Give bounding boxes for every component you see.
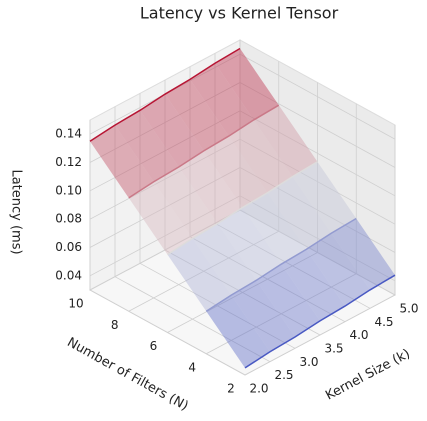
- surface-cell: [231, 280, 295, 352]
- grid-line: [89, 138, 241, 220]
- grid-line: [239, 167, 396, 253]
- surface-cell: [165, 79, 229, 151]
- surface-cell: [167, 238, 232, 312]
- surface-line: [244, 274, 396, 369]
- surface-cell: [153, 167, 218, 239]
- surface-line: [205, 217, 357, 312]
- surface-cell: [217, 207, 282, 281]
- x-tick-label: 2.0: [249, 382, 268, 396]
- chart-title: Latency vs Kernel Tensor: [140, 4, 339, 23]
- grid-line: [89, 82, 241, 163]
- grid-line: [239, 138, 396, 225]
- x-tick-label: 3.0: [299, 355, 318, 369]
- surface-cell: [228, 119, 293, 193]
- surface-line: [89, 47, 241, 142]
- z-tick-label: 0.14: [55, 127, 82, 141]
- surface-cell: [178, 150, 243, 224]
- surface-cell: [190, 63, 254, 137]
- surface-line: [128, 104, 280, 199]
- surface-cell: [215, 48, 279, 120]
- x-tick-label: 4.5: [374, 315, 393, 329]
- z-tick-label: 0.04: [55, 268, 82, 282]
- y-tick-label: 2: [227, 382, 235, 396]
- grid-line: [89, 167, 241, 248]
- surface-cell: [331, 218, 395, 290]
- x-tick-label: 3.5: [324, 342, 343, 356]
- z-tick-label: 0.06: [55, 240, 82, 254]
- surface-cell: [281, 249, 345, 321]
- y-axis-label: Number of Filters (N): [64, 335, 190, 414]
- grid-line: [239, 53, 396, 140]
- surface-cell: [90, 125, 154, 198]
- surface-cell: [242, 192, 307, 265]
- surface-cell: [256, 264, 320, 337]
- x-tick-label: 2.5: [274, 368, 293, 382]
- surface-cell: [192, 223, 257, 296]
- z-tick-label: 0.10: [55, 183, 82, 197]
- grid-line: [239, 82, 396, 168]
- surface-cell: [128, 181, 193, 255]
- surface-cell: [115, 110, 179, 182]
- y-tick-label: 8: [111, 318, 119, 332]
- grid-line: [167, 252, 318, 333]
- surface-cell: [253, 105, 318, 177]
- x-tick-label: 4.0: [349, 328, 368, 342]
- surface-cell: [292, 161, 357, 234]
- x-tick-label: 5.0: [399, 302, 418, 316]
- surface-cell: [306, 233, 370, 307]
- surface-line: [167, 161, 318, 256]
- y-tick-label: 4: [188, 360, 196, 374]
- surface-cell: [206, 295, 270, 368]
- grid-line: [206, 273, 357, 355]
- grid-line: [89, 110, 241, 192]
- grid-line: [89, 195, 241, 277]
- grid-line: [89, 209, 241, 291]
- z-axis-label: Latency (ms): [9, 169, 24, 254]
- grid-line: [128, 230, 279, 312]
- surface-cell: [203, 136, 268, 208]
- grid-line: [244, 294, 396, 376]
- z-tick-label: 0.08: [55, 212, 82, 226]
- y-tick-label: 6: [150, 339, 158, 353]
- surface-cell: [140, 94, 204, 167]
- y-tick-label: 10: [68, 297, 83, 311]
- grid-line: [239, 110, 396, 197]
- surface-cell: [267, 176, 332, 250]
- z-tick-label: 0.12: [55, 155, 82, 169]
- grid-line: [239, 195, 396, 282]
